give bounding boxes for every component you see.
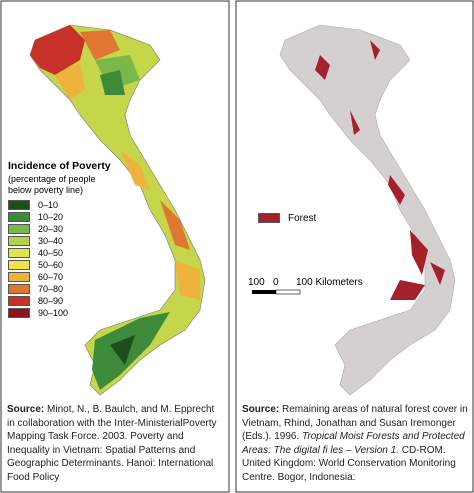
legend-title: Incidence of Poverty <box>8 160 111 172</box>
right-source: Source: Remaining areas of natural fores… <box>242 403 468 484</box>
legend-item: 80–90 <box>8 295 111 307</box>
source-text: Minot, N., B. Baulch, and M. Epprecht in… <box>7 404 217 483</box>
legend-swatch <box>8 224 30 234</box>
legend-swatch <box>8 200 30 210</box>
source-label: Source: <box>242 404 280 415</box>
legend-label: 20–30 <box>38 224 64 234</box>
legend-label: 40–50 <box>38 248 64 258</box>
legend-item: 30–40 <box>8 235 111 247</box>
legend-label: 70–80 <box>38 284 64 294</box>
scale-mid: 0 <box>273 277 279 288</box>
forest-map <box>279 24 456 396</box>
legend-item: Forest <box>258 212 316 224</box>
legend-label: 0–10 <box>38 200 59 210</box>
legend-label: 80–90 <box>38 296 64 306</box>
legend-label: 30–40 <box>38 236 64 246</box>
legend-swatch <box>8 212 30 222</box>
legend-item: 20–30 <box>8 223 111 235</box>
legend-item: 50–60 <box>8 259 111 271</box>
legend-label: 50–60 <box>38 260 64 270</box>
legend-item: 10–20 <box>8 211 111 223</box>
source-text: CD-ROM. United Kingdom: World Conservati… <box>242 444 456 483</box>
legend-item: 40–50 <box>8 247 111 259</box>
legend-item: 0–10 <box>8 199 111 211</box>
poverty-legend: Incidence of Poverty (percentage of peop… <box>8 160 111 319</box>
left-source: Source: Minot, N., B. Baulch, and M. Epp… <box>7 403 223 484</box>
source-text: Remaining areas of natural forest cover … <box>242 404 468 442</box>
legend-swatch <box>258 213 280 223</box>
scale-left: 100 <box>248 277 265 288</box>
legend-swatch <box>8 260 30 270</box>
forest-legend: Forest <box>258 212 316 224</box>
source-label: Source: <box>7 404 45 415</box>
legend-item: 70–80 <box>8 283 111 295</box>
legend-label: 10–20 <box>38 212 64 222</box>
source-title: Tropical Moist Forests and Protected Are… <box>242 431 465 456</box>
poverty-map <box>29 24 206 396</box>
legend-swatch <box>8 272 30 282</box>
legend-label: 60–70 <box>38 272 64 282</box>
legend-swatch <box>8 284 30 294</box>
legend-subtitle: (percentage of people below poverty line… <box>8 174 96 195</box>
legend-item: 90–100 <box>8 307 111 319</box>
legend-swatch <box>8 308 30 318</box>
scale-bar <box>252 289 301 295</box>
legend-label: 90–100 <box>38 308 69 318</box>
legend-item: 60–70 <box>8 271 111 283</box>
legend-swatch <box>8 296 30 306</box>
legend-swatch <box>8 248 30 258</box>
right-frame <box>235 0 474 493</box>
scale-right: 100 Kilometers <box>296 277 363 288</box>
left-frame <box>0 0 230 493</box>
legend-label: Forest <box>288 212 317 224</box>
legend-swatch <box>8 236 30 246</box>
